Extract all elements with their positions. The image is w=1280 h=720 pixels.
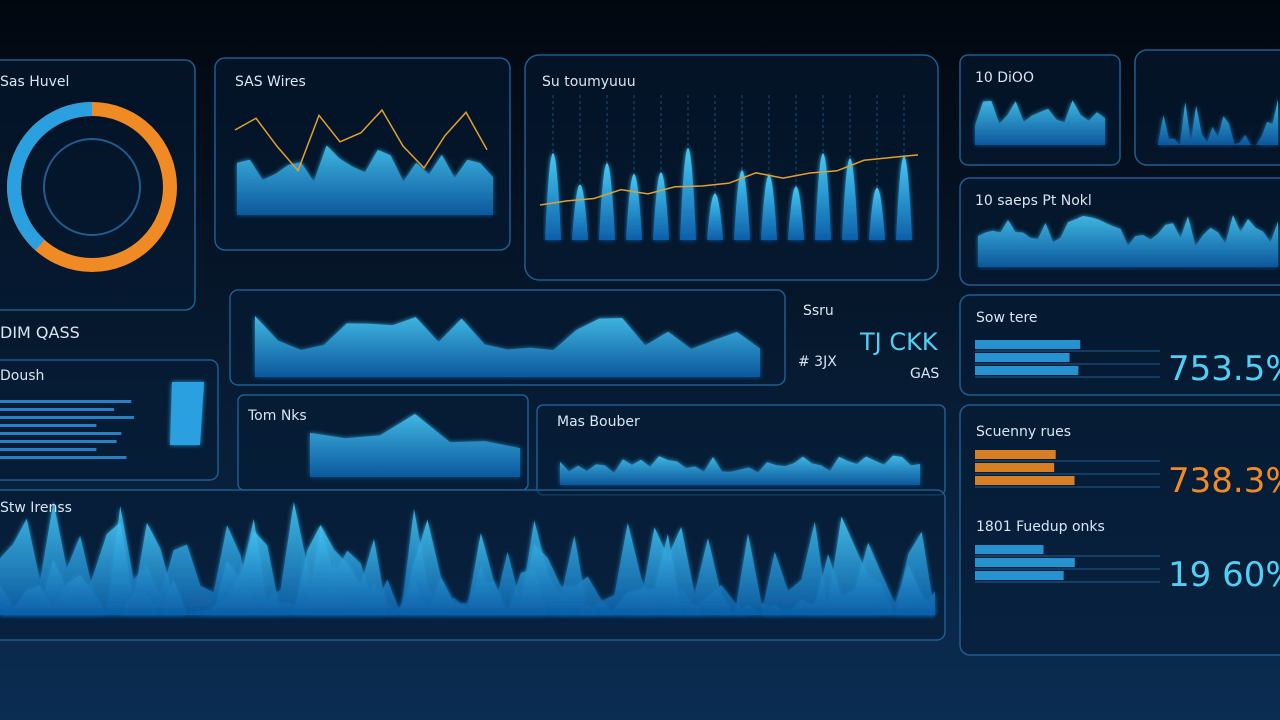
panel-title: 10 saeps Pt Nokl	[975, 193, 1092, 209]
trend-line	[539, 154, 919, 206]
donut-inner	[43, 138, 141, 236]
h-bar	[975, 353, 1070, 362]
wave-area	[975, 100, 1105, 145]
bar-spike	[815, 153, 831, 240]
h-bar	[0, 440, 117, 443]
h-bar	[975, 558, 1075, 567]
bar-spike	[896, 156, 912, 240]
decorations	[0, 95, 1278, 615]
bar-spike	[734, 170, 750, 240]
stat-value: 753.5%	[1168, 349, 1280, 389]
wave-area	[255, 316, 760, 377]
labels: Sas Huvel SAS Wires Su toumyuuu 10 DiOO …	[0, 70, 1280, 595]
stat-value: 738.3%	[1168, 461, 1280, 501]
bar-spike	[545, 153, 561, 240]
bar-spike	[842, 158, 858, 240]
panel-title: SAS Wires	[235, 74, 306, 90]
wave-area	[560, 455, 920, 485]
stat-label: Sow tere	[976, 310, 1038, 326]
h-bar	[975, 450, 1056, 459]
h-bar	[975, 463, 1055, 472]
panel-title: Tom Nks	[247, 408, 307, 424]
stat-value: 19 60%	[1168, 555, 1280, 595]
donut-segment	[7, 102, 93, 251]
h-bar	[975, 366, 1079, 375]
bar-spike	[788, 186, 804, 240]
wave-area	[0, 524, 935, 615]
panel-title: Doush	[0, 368, 44, 384]
stat-label: 1801 Fuedup onks	[976, 519, 1105, 535]
h-bar	[0, 408, 115, 411]
bar-spike	[869, 187, 885, 240]
h-bar	[0, 448, 97, 451]
bar-spike	[761, 174, 777, 240]
panel-title: Sas Huvel	[0, 74, 69, 90]
wave-area	[1158, 99, 1278, 145]
wave-area	[310, 414, 520, 477]
center-label: # 3JX	[798, 354, 837, 370]
side-label: DIM QASS	[0, 323, 80, 342]
h-bar	[0, 456, 127, 459]
h-bar	[0, 424, 97, 427]
panel-title: Mas Bouber	[557, 414, 640, 430]
bar-spike	[680, 148, 696, 240]
wave-area	[978, 215, 1278, 267]
h-bar	[0, 416, 135, 419]
h-bar	[975, 340, 1081, 349]
bar-spike	[572, 184, 588, 240]
h-bar	[0, 432, 122, 435]
panel-title: 10 DiOO	[975, 70, 1034, 86]
panel-title: Su toumyuuu	[542, 74, 636, 90]
center-label: GAS	[910, 366, 939, 382]
h-bar	[0, 400, 132, 403]
panel	[1134, 49, 1280, 166]
bar-spike	[599, 163, 615, 240]
h-bar	[975, 571, 1064, 580]
center-label: Ssru	[803, 303, 834, 319]
h-bar	[975, 476, 1075, 485]
panel-title: Stw Irenss	[0, 500, 72, 516]
stat-label: Scuenny rues	[976, 424, 1071, 440]
trend-line	[234, 108, 488, 173]
badge	[170, 382, 204, 445]
bar-spike	[707, 193, 723, 240]
center-big: TJ CKK	[859, 328, 939, 356]
h-bar	[975, 545, 1044, 554]
